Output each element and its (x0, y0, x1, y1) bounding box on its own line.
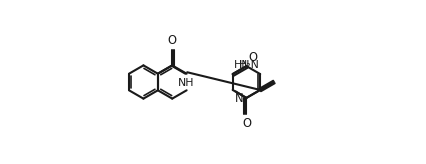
Text: O: O (167, 34, 176, 47)
Text: NH: NH (178, 78, 195, 88)
Text: HN: HN (234, 60, 250, 70)
Text: H₂N: H₂N (239, 60, 259, 70)
Text: O: O (248, 51, 257, 64)
Text: O: O (242, 116, 251, 130)
Text: N: N (234, 92, 243, 105)
